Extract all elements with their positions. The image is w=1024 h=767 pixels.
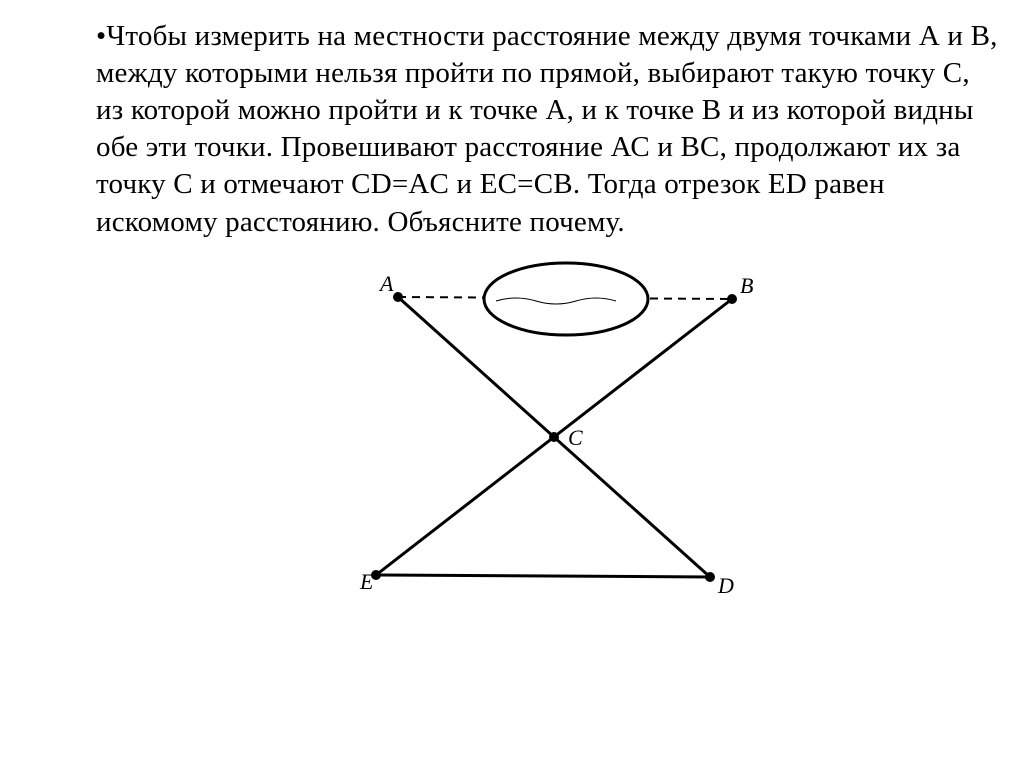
bullet: • <box>96 20 106 52</box>
svg-text:D: D <box>717 573 734 598</box>
svg-text:C: C <box>568 425 583 450</box>
problem-body: Чтобы измерить на местности расстояние м… <box>96 20 998 238</box>
problem-text: •Чтобы измерить на местности расстояние … <box>96 18 1004 241</box>
svg-text:E: E <box>359 569 374 594</box>
svg-text:A: A <box>378 271 394 296</box>
geometry-diagram: A B C E D <box>320 249 780 619</box>
page: •Чтобы измерить на местности расстояние … <box>0 0 1024 767</box>
svg-text:B: B <box>740 273 753 298</box>
diagram-container: A B C E D <box>96 249 1004 619</box>
